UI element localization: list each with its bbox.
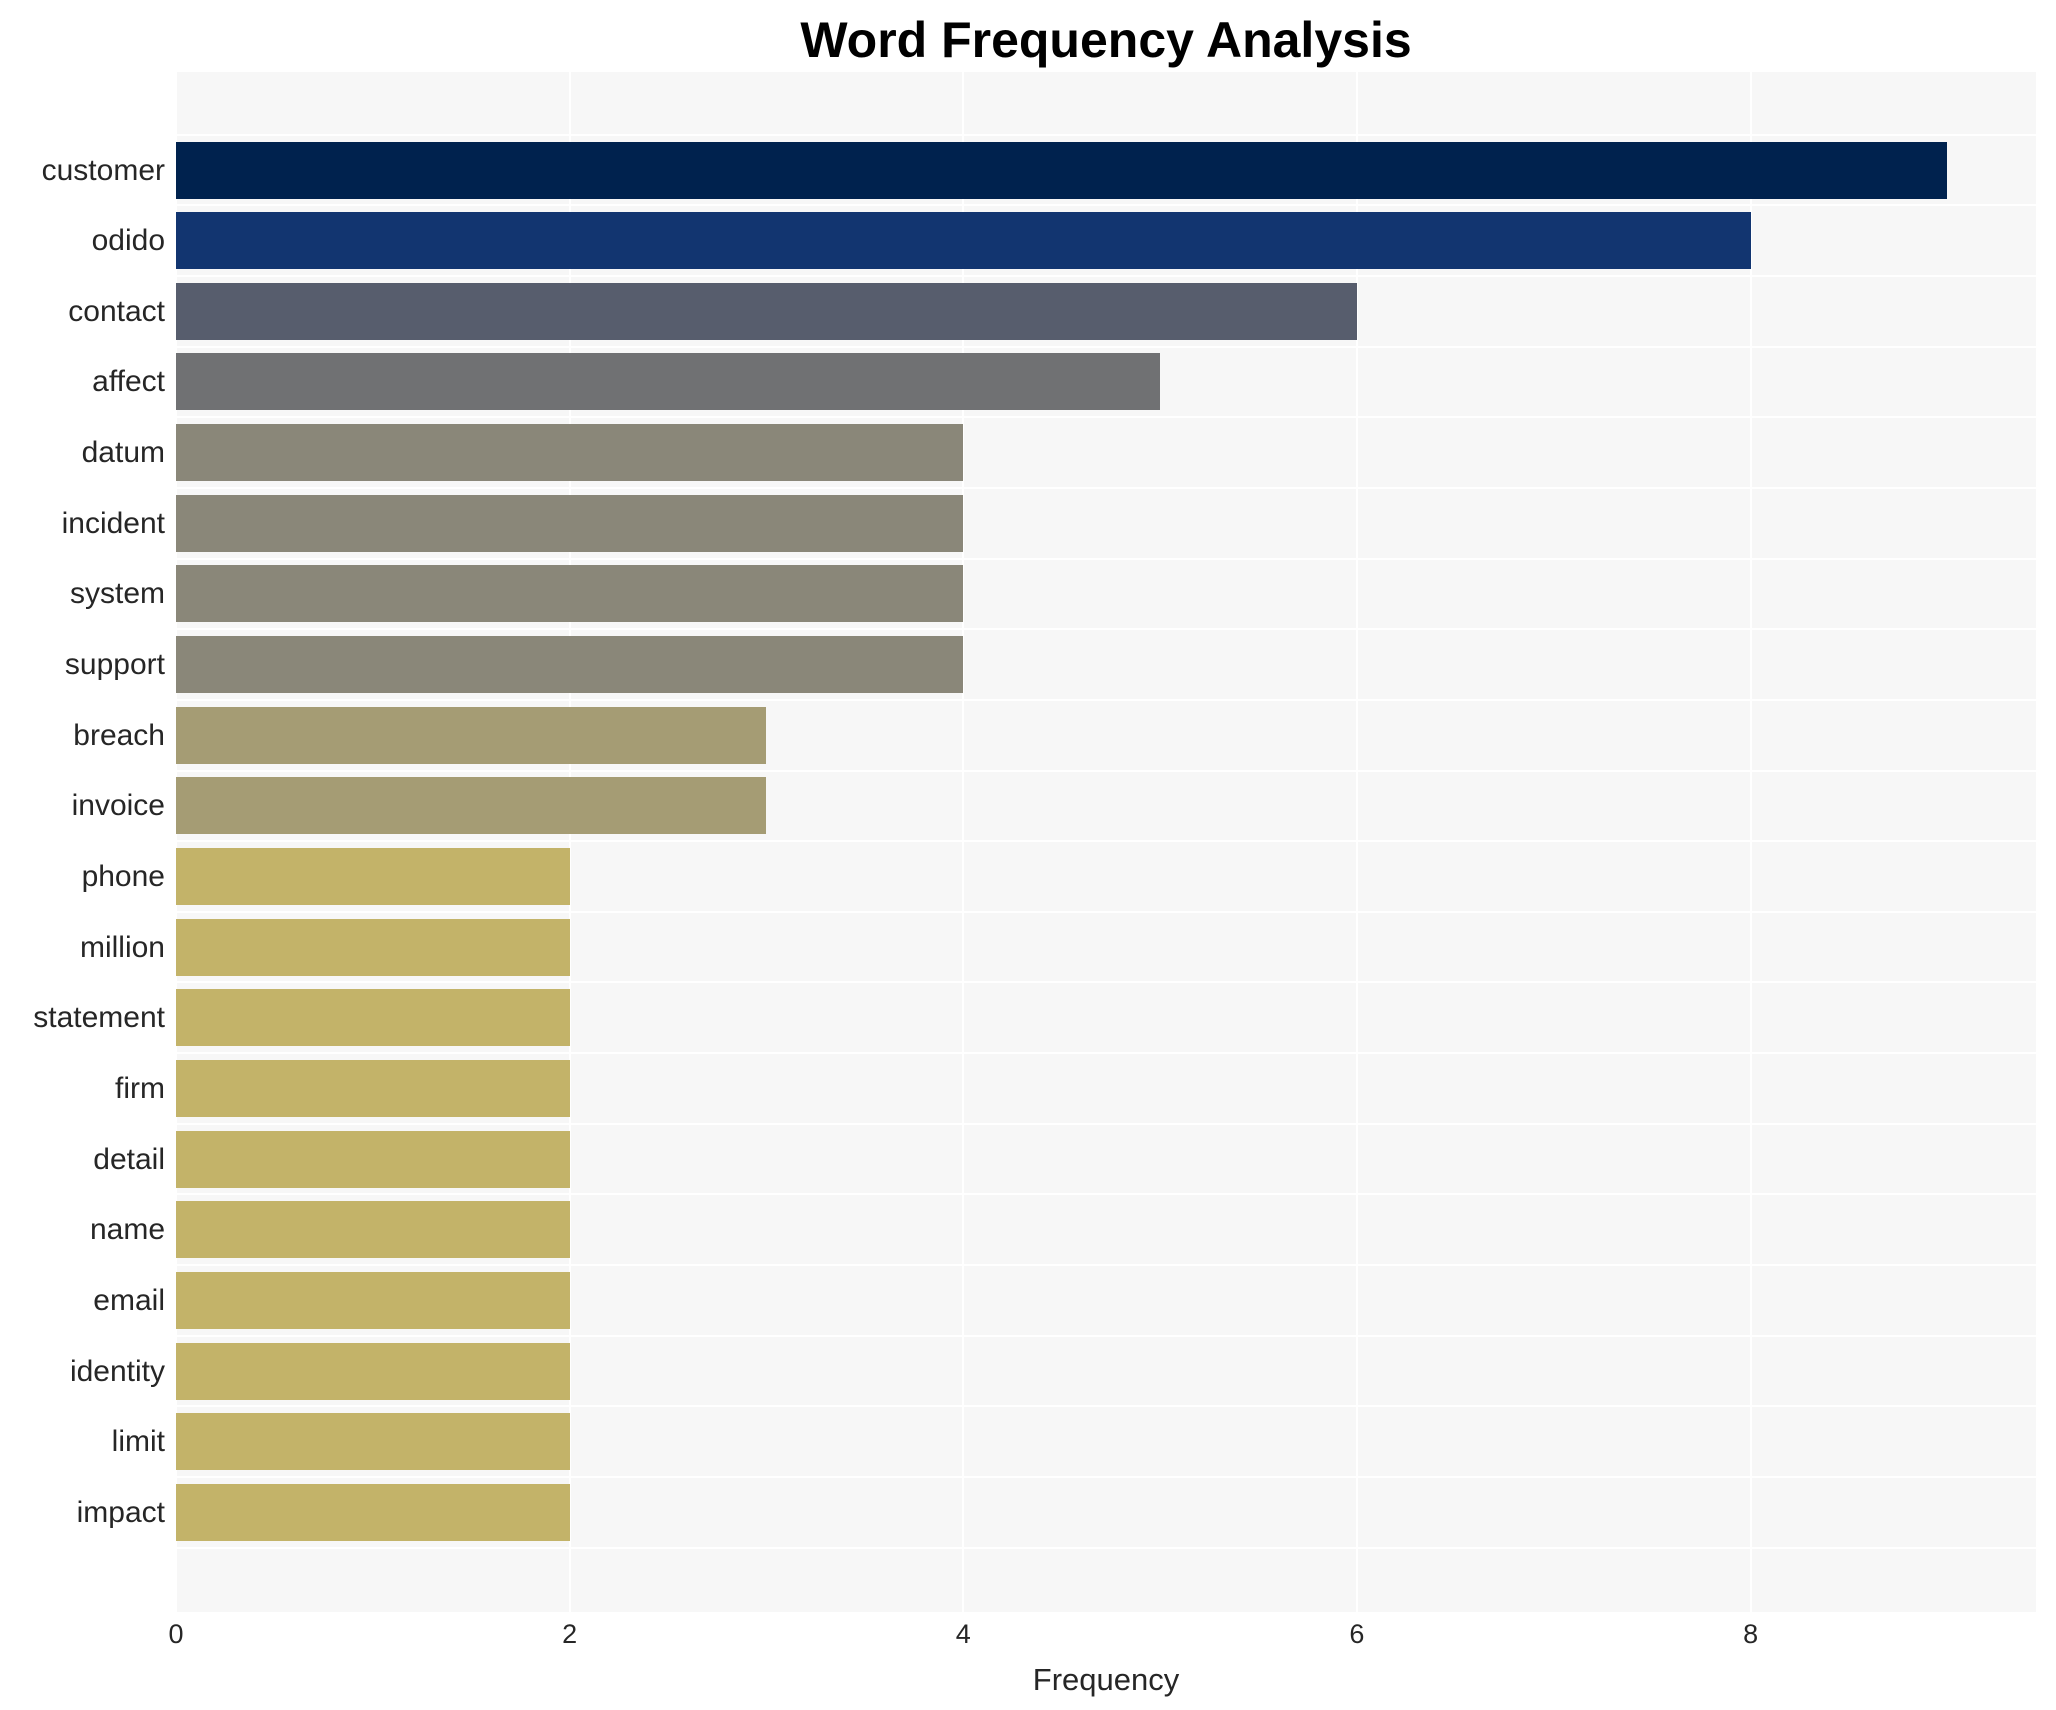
x-tick-label: 0	[168, 1619, 184, 1649]
y-tick-label: datum	[81, 436, 165, 470]
y-gridline	[176, 557, 2036, 560]
y-gridline	[176, 981, 2036, 984]
bar-email[interactable]	[176, 1271, 570, 1329]
bar-breach[interactable]	[176, 706, 767, 764]
y-tick-label: email	[93, 1283, 165, 1317]
bar-statement[interactable]	[176, 989, 570, 1047]
y-gridline	[176, 1052, 2036, 1055]
y-tick-label: odido	[91, 224, 165, 258]
x-axis-title: Frequency	[1032, 1662, 1180, 1697]
y-tick-label: phone	[81, 860, 165, 893]
y-tick-label: detail	[93, 1142, 165, 1176]
plot-area	[175, 72, 2036, 1612]
y-gridline	[176, 1405, 2036, 1408]
bar-phone[interactable]	[176, 848, 570, 905]
y-gridline	[176, 910, 2036, 913]
bar-identity[interactable]	[176, 1342, 570, 1400]
y-gridline	[176, 698, 2036, 701]
y-gridline	[176, 1476, 2036, 1479]
y-tick-label: name	[89, 1213, 165, 1247]
y-tick-label: affect	[92, 365, 165, 399]
bar-contact[interactable]	[176, 282, 1357, 340]
y-tick-label: support	[64, 648, 165, 682]
y-gridline	[176, 840, 2036, 843]
y-tick-label: breach	[73, 718, 165, 752]
bar-million[interactable]	[176, 918, 570, 976]
bar-datum[interactable]	[176, 424, 964, 482]
bar-limit[interactable]	[176, 1413, 570, 1471]
y-tick-label: system	[69, 577, 165, 611]
y-tick-label: impact	[76, 1495, 165, 1529]
y-tick-label: contact	[68, 294, 165, 328]
y-tick-label: customer	[41, 153, 165, 187]
x-tick-label: 2	[562, 1619, 578, 1649]
x-tick-label: 6	[1349, 1619, 1365, 1649]
y-tick-label: invoice	[71, 789, 165, 823]
chart-title: Word Frequency Analysis	[800, 12, 1412, 68]
y-gridline	[176, 345, 2036, 348]
y-gridline	[176, 1193, 2036, 1196]
bar-support[interactable]	[176, 636, 964, 694]
bar-invoice[interactable]	[176, 777, 767, 835]
y-gridline	[176, 204, 2036, 207]
bar-customer[interactable]	[176, 141, 1948, 199]
y-tick-label: incident	[61, 506, 165, 540]
bar-name[interactable]	[176, 1201, 570, 1259]
x-tick-label: 8	[1743, 1619, 1759, 1649]
bar-firm[interactable]	[176, 1059, 570, 1117]
y-gridline	[176, 133, 2036, 136]
x-tick-label: 4	[955, 1619, 971, 1649]
bar-affect[interactable]	[176, 353, 1161, 411]
y-tick-label: limit	[111, 1425, 165, 1459]
bar-system[interactable]	[176, 565, 964, 623]
y-tick-label: firm	[115, 1071, 165, 1105]
y-gridline	[176, 1264, 2036, 1267]
y-tick-label: identity	[69, 1354, 165, 1388]
y-gridline	[176, 486, 2036, 489]
y-gridline	[176, 416, 2036, 419]
y-gridline	[176, 769, 2036, 772]
y-gridline	[176, 628, 2036, 631]
y-gridline	[176, 274, 2036, 277]
bar-odido[interactable]	[176, 212, 1751, 270]
bar-incident[interactable]	[176, 494, 964, 552]
y-tick-label: million	[79, 930, 165, 964]
y-tick-label: statement	[33, 1001, 165, 1035]
y-gridline	[176, 1546, 2036, 1549]
y-gridline	[176, 1334, 2036, 1337]
y-gridline	[176, 1122, 2036, 1125]
bar-detail[interactable]	[176, 1130, 570, 1188]
bar-impact[interactable]	[176, 1483, 570, 1541]
